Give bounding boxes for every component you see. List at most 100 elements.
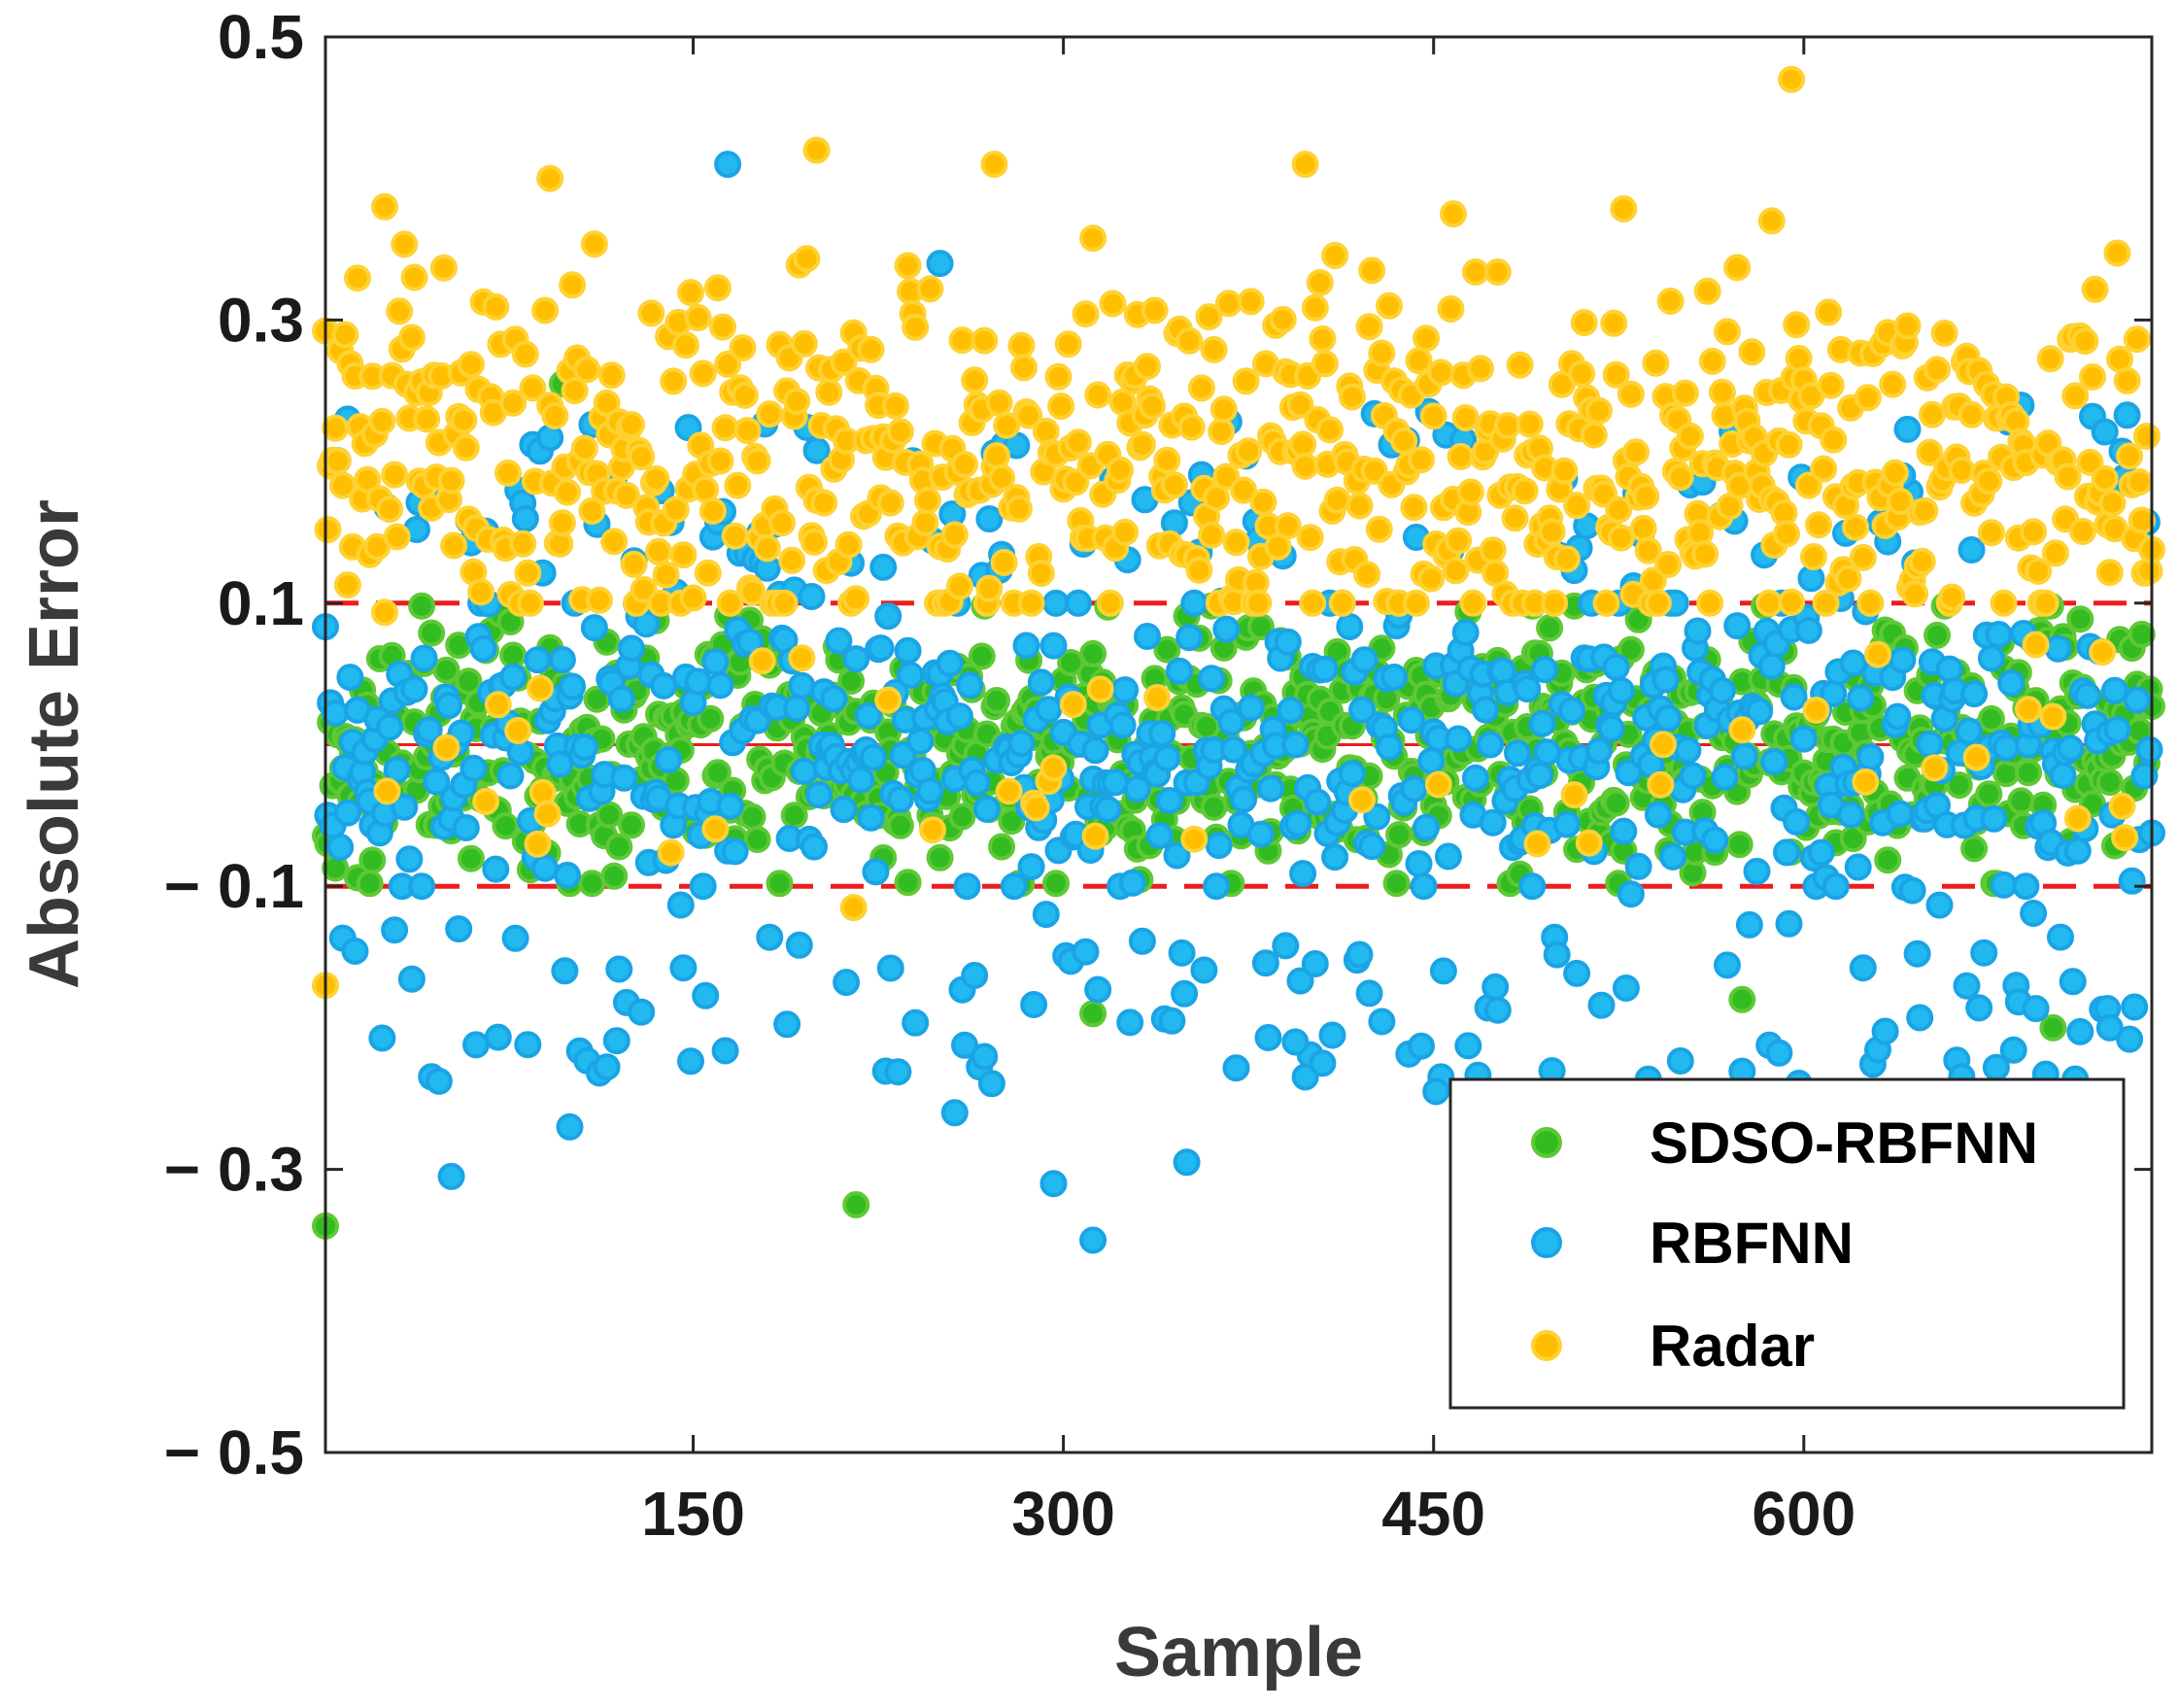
data-point [1321,242,1349,269]
data-point [1488,657,1516,685]
data-point [1235,437,1263,465]
data-point [940,521,969,549]
data-point [368,407,396,435]
data-point [482,292,510,321]
data-point [1400,494,1428,522]
y-tick-label: 0.1 [218,568,304,638]
data-point [514,559,542,587]
data-point [1479,808,1507,837]
data-point [1775,430,1803,459]
data-point [527,674,554,702]
data-point [1345,940,1374,969]
data-point [790,757,818,785]
data-point [1651,666,1680,694]
data-point [1802,697,1830,724]
data-point [1810,455,1838,483]
data-point [1417,564,1446,593]
data-point [1012,632,1040,660]
data-point [1079,639,1107,667]
data-point [1901,580,1929,608]
data-point [1177,413,1206,441]
data-point [650,671,678,700]
data-point [1081,736,1109,765]
data-point [1195,303,1223,331]
data-point [408,872,436,901]
data-point [1328,589,1356,617]
data-point [1783,311,1811,339]
data-point [1200,793,1228,821]
data-point [1134,623,1161,650]
data-point [1607,524,1635,552]
data-point [1600,309,1628,337]
data-point [2041,539,2069,567]
data-point [1246,820,1275,848]
data-point [2036,345,2064,373]
data-point [1281,1028,1310,1056]
data-point [499,663,528,691]
data-point [1980,804,2008,833]
data-point [1222,529,1250,557]
y-tick-label: 0.5 [218,2,304,72]
data-point [371,598,398,627]
data-point [467,578,495,606]
data-point [2116,1025,2144,1053]
data-point [628,998,656,1026]
data-point [511,340,539,368]
data-point [333,571,361,599]
data-point [1205,832,1233,860]
data-point [618,811,645,839]
data-point [2076,448,2104,476]
legend-box [1448,1077,2126,1410]
data-point [432,656,460,684]
data-point [1099,290,1127,318]
data-point [706,447,734,475]
data-point [1408,1032,1435,1060]
data-point [2098,489,2127,517]
data-point [689,872,717,901]
data-point [842,1191,870,1218]
data-point [1419,402,1447,430]
data-point [1143,684,1172,711]
data-point [1849,543,1877,571]
data-point [1794,471,1822,499]
data-point [2079,363,2106,391]
data-point [1514,675,1542,703]
data-point [1797,564,1825,593]
data-point [1624,852,1652,880]
data-point [1528,709,1556,737]
data-point [376,495,404,524]
data-point [854,701,882,730]
data-point [1153,446,1181,474]
data-point [1442,557,1470,585]
data-point [645,537,672,565]
data-point [1632,482,1660,510]
data-point [948,326,976,355]
data-point [1563,959,1591,987]
data-point [970,326,999,355]
data-point [1481,973,1510,1001]
data-point [1348,786,1376,814]
data-point [975,574,1004,602]
data-point [1160,471,1188,499]
data-point [1200,335,1228,363]
data-point [1684,617,1712,645]
data-point [1481,559,1510,587]
data-point [706,671,734,700]
data-point [1175,326,1204,355]
data-point [1360,457,1388,485]
data-point [970,1042,999,1071]
data-point [1072,300,1100,328]
data-point [1506,351,1534,379]
data-point [1190,956,1218,984]
data-point [669,541,698,569]
data-point [926,250,954,278]
data-point [1924,621,1951,649]
data-point [605,955,633,983]
data-point [1301,950,1329,977]
data-point [886,785,914,813]
data-point [985,389,1013,417]
data-point [1746,698,1774,726]
data-point [605,833,633,861]
data-point [2123,686,2151,714]
data-point [413,405,441,433]
